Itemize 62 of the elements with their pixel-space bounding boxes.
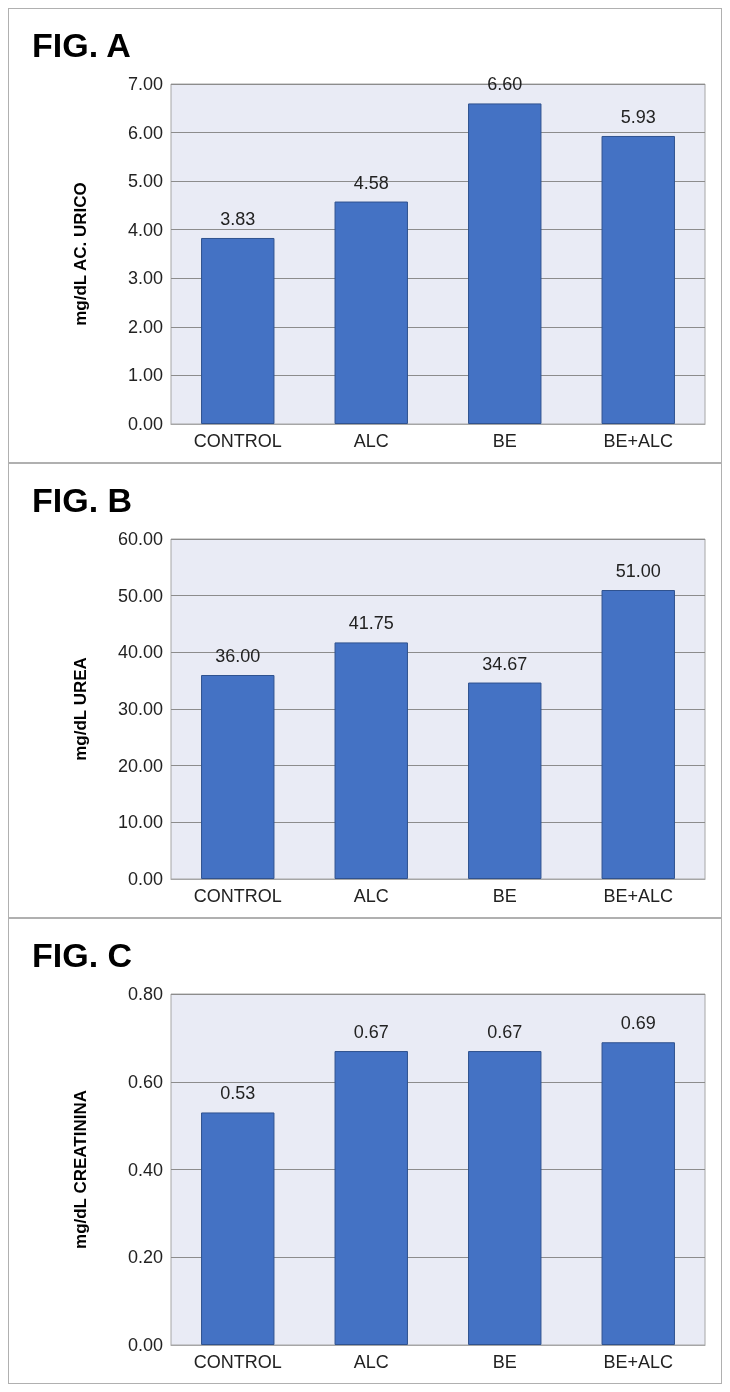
data-label: 3.83 xyxy=(220,208,256,229)
bar xyxy=(468,682,542,879)
x-tick-label: BE xyxy=(492,886,517,906)
y-tick-label: 6.00 xyxy=(127,122,163,143)
y-tick-label: 0.80 xyxy=(127,984,163,1004)
y-tick-label: 7.00 xyxy=(127,74,163,94)
bar xyxy=(601,590,675,879)
y-axis-title: mg/dL CREATININA xyxy=(71,1090,90,1249)
y-tick-label: 0.40 xyxy=(127,1159,163,1180)
x-tick-label: CONTROL xyxy=(193,1352,282,1372)
y-tick-label: 0.00 xyxy=(127,869,163,889)
bar xyxy=(468,1051,542,1345)
bar xyxy=(201,1112,275,1345)
y-tick-label: 0.00 xyxy=(127,1335,163,1355)
data-label: 0.67 xyxy=(487,1022,523,1043)
bar xyxy=(201,675,275,879)
data-label: 0.53 xyxy=(220,1083,256,1104)
bar xyxy=(334,1051,408,1345)
x-tick-label: BE xyxy=(492,431,517,451)
x-tick-label: BE+ALC xyxy=(603,1352,674,1372)
y-tick-label: 30.00 xyxy=(117,699,163,719)
y-axis-title: mg/dL UREA xyxy=(71,657,90,761)
y-tick-label: 40.00 xyxy=(117,642,163,663)
data-label: 34.67 xyxy=(482,653,528,674)
y-tick-label: 4.00 xyxy=(127,219,163,240)
bar xyxy=(201,237,275,424)
y-tick-label: 20.00 xyxy=(117,755,163,776)
x-tick-label: BE+ALC xyxy=(603,431,674,451)
data-label: 5.93 xyxy=(620,106,656,127)
chart-title: FIG. B xyxy=(32,481,133,519)
x-tick-label: ALC xyxy=(353,431,389,451)
x-tick-label: BE xyxy=(492,1352,517,1372)
bar xyxy=(334,201,408,424)
y-axis-title: mg/dL AC. URICO xyxy=(71,182,90,326)
data-label: 41.75 xyxy=(348,613,394,634)
y-tick-label: 60.00 xyxy=(117,529,163,549)
data-label: 51.00 xyxy=(615,561,661,581)
y-tick-label: 5.00 xyxy=(127,171,163,192)
chart-title: FIG. C xyxy=(32,936,133,974)
data-label: 0.67 xyxy=(353,1022,389,1043)
y-tick-label: 0.20 xyxy=(127,1247,163,1268)
data-label: 0.69 xyxy=(620,1013,656,1034)
y-tick-label: 10.00 xyxy=(117,812,163,833)
y-tick-label: 1.00 xyxy=(127,365,163,386)
x-tick-label: CONTROL xyxy=(193,431,282,451)
data-label: 4.58 xyxy=(353,172,389,193)
y-tick-label: 0.60 xyxy=(127,1071,163,1092)
x-tick-label: ALC xyxy=(353,886,389,906)
x-tick-label: ALC xyxy=(353,1352,389,1372)
data-label: 36.00 xyxy=(215,646,261,666)
chart-title: FIG. A xyxy=(32,26,131,64)
bar xyxy=(468,103,542,424)
bar xyxy=(601,1042,675,1345)
y-tick-label: 50.00 xyxy=(117,585,163,606)
bar xyxy=(334,642,408,879)
bar xyxy=(601,135,675,424)
x-tick-label: CONTROL xyxy=(193,886,282,906)
data-label: 6.60 xyxy=(487,74,523,95)
x-tick-label: BE+ALC xyxy=(603,886,674,906)
y-tick-label: 2.00 xyxy=(127,316,163,337)
y-tick-label: 3.00 xyxy=(127,268,163,289)
y-tick-label: 0.00 xyxy=(127,414,163,434)
